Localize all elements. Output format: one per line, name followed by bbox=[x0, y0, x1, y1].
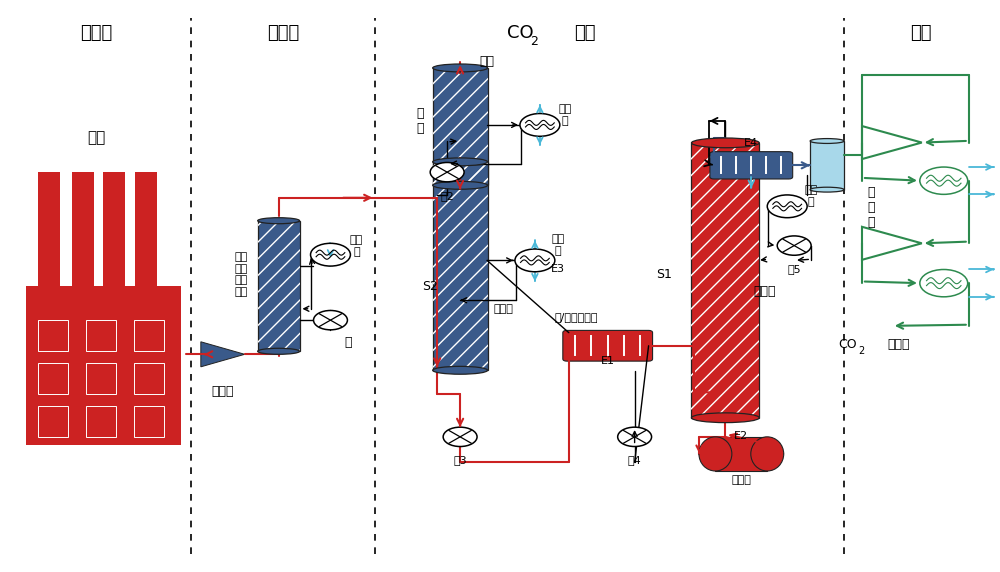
FancyBboxPatch shape bbox=[135, 172, 157, 309]
Ellipse shape bbox=[751, 437, 784, 471]
Text: 排气: 排气 bbox=[480, 55, 495, 67]
FancyBboxPatch shape bbox=[810, 141, 844, 190]
FancyBboxPatch shape bbox=[103, 172, 125, 286]
Text: 捕集: 捕集 bbox=[574, 23, 596, 42]
Circle shape bbox=[314, 311, 347, 330]
Text: 烟气: 烟气 bbox=[87, 130, 105, 145]
Text: 冷却
器: 冷却 器 bbox=[805, 185, 818, 207]
Text: S2: S2 bbox=[422, 280, 438, 292]
FancyBboxPatch shape bbox=[258, 221, 300, 351]
Ellipse shape bbox=[433, 366, 488, 374]
Ellipse shape bbox=[258, 348, 300, 354]
FancyBboxPatch shape bbox=[691, 143, 759, 418]
Circle shape bbox=[618, 427, 652, 447]
Text: 2: 2 bbox=[858, 347, 864, 356]
Circle shape bbox=[767, 195, 807, 218]
Ellipse shape bbox=[699, 437, 732, 471]
Text: 泵2: 泵2 bbox=[440, 191, 454, 201]
Text: 泵3: 泵3 bbox=[453, 455, 467, 464]
Text: 泵: 泵 bbox=[345, 336, 352, 349]
FancyBboxPatch shape bbox=[433, 68, 488, 185]
FancyBboxPatch shape bbox=[38, 172, 60, 286]
FancyBboxPatch shape bbox=[710, 152, 793, 179]
Ellipse shape bbox=[691, 138, 759, 148]
Circle shape bbox=[777, 236, 811, 255]
Text: 2: 2 bbox=[530, 35, 538, 47]
Circle shape bbox=[920, 269, 968, 297]
Text: 产品气: 产品气 bbox=[888, 337, 910, 351]
Ellipse shape bbox=[433, 181, 488, 189]
Text: S1: S1 bbox=[657, 268, 672, 281]
Text: 冷却
器: 冷却 器 bbox=[558, 105, 571, 126]
Text: 再沸器: 再沸器 bbox=[731, 475, 751, 484]
Circle shape bbox=[520, 113, 560, 136]
Text: CO: CO bbox=[507, 23, 533, 42]
Circle shape bbox=[515, 249, 555, 272]
Ellipse shape bbox=[810, 138, 844, 144]
Circle shape bbox=[311, 243, 350, 266]
Text: 发电厂: 发电厂 bbox=[80, 23, 112, 42]
Ellipse shape bbox=[433, 64, 488, 72]
Circle shape bbox=[443, 427, 477, 447]
Ellipse shape bbox=[810, 187, 844, 192]
Text: 清
洗: 清 洗 bbox=[416, 107, 424, 135]
Text: E2: E2 bbox=[734, 431, 748, 440]
Ellipse shape bbox=[691, 413, 759, 423]
Text: E3: E3 bbox=[551, 264, 565, 274]
Ellipse shape bbox=[258, 218, 300, 224]
Text: 泵4: 泵4 bbox=[628, 455, 642, 464]
FancyBboxPatch shape bbox=[433, 162, 488, 370]
Text: E4: E4 bbox=[744, 137, 758, 148]
FancyBboxPatch shape bbox=[715, 437, 767, 471]
Polygon shape bbox=[201, 342, 245, 367]
Text: 泵5: 泵5 bbox=[787, 264, 801, 274]
Text: 预处理: 预处理 bbox=[267, 23, 300, 42]
Text: CO: CO bbox=[838, 337, 857, 351]
FancyBboxPatch shape bbox=[26, 286, 181, 446]
Ellipse shape bbox=[433, 158, 488, 166]
FancyBboxPatch shape bbox=[563, 331, 653, 361]
Text: 直接
接触
式冷
凝器: 直接 接触 式冷 凝器 bbox=[234, 252, 247, 297]
FancyBboxPatch shape bbox=[72, 172, 94, 303]
Text: 吸附器: 吸附器 bbox=[493, 304, 513, 314]
Text: 压缩: 压缩 bbox=[910, 23, 932, 42]
Circle shape bbox=[430, 162, 464, 182]
Circle shape bbox=[920, 167, 968, 194]
Text: 冷却
器: 冷却 器 bbox=[551, 234, 564, 256]
Text: 冷却
器: 冷却 器 bbox=[350, 235, 363, 257]
Text: 鼓风机: 鼓风机 bbox=[212, 385, 234, 398]
Text: 脱附器: 脱附器 bbox=[753, 285, 776, 298]
Text: 冷
却
器: 冷 却 器 bbox=[867, 186, 875, 229]
Text: 贫/富液换热器: 贫/富液换热器 bbox=[554, 312, 598, 322]
Text: E1: E1 bbox=[601, 356, 615, 366]
